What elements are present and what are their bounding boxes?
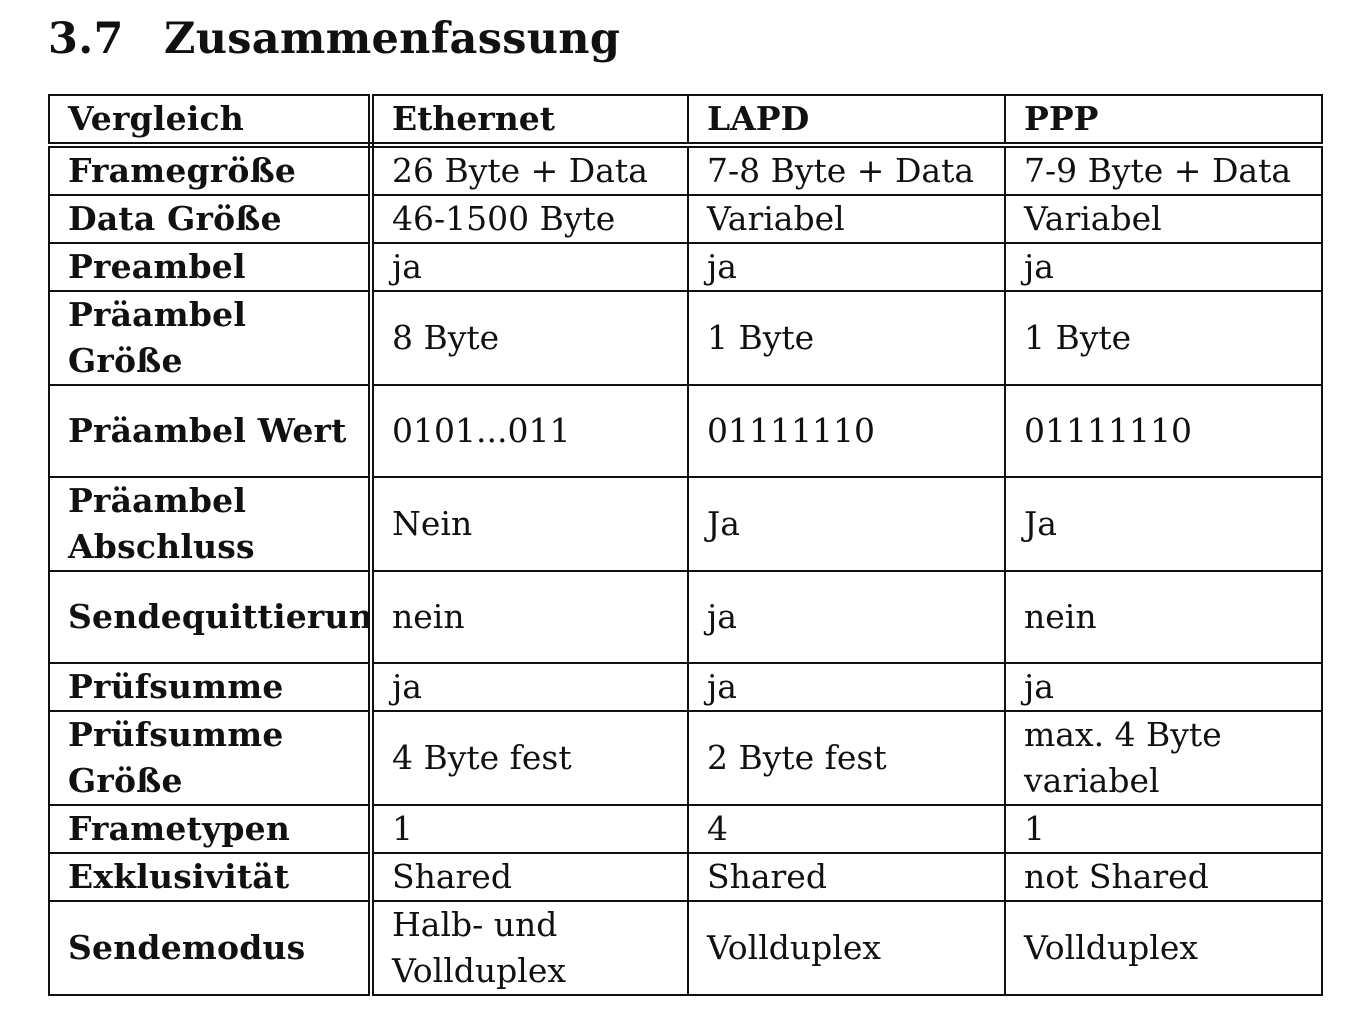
comparison-table: Vergleich Ethernet LAPD PPP Framegröße 2… (48, 94, 1323, 996)
header-cell-lapd: LAPD (688, 95, 1005, 145)
row-label: Präambel Größe (49, 291, 371, 385)
header-cell-ppp: PPP (1005, 95, 1322, 145)
cell-lapd: Shared (688, 853, 1005, 901)
table-row: Framegröße 26 Byte + Data 7-8 Byte + Dat… (49, 145, 1322, 195)
cell-ppp: 01111110 (1005, 385, 1322, 477)
cell-ethernet: 0101...011 (371, 385, 688, 477)
table-row: Exklusivität Shared Shared not Shared (49, 853, 1322, 901)
section-title: Zusammenfassung (164, 14, 620, 64)
table-row: Preambel ja ja ja (49, 243, 1322, 291)
cell-lapd: ja (688, 663, 1005, 711)
cell-ethernet: ja (371, 243, 688, 291)
table-header-row: Vergleich Ethernet LAPD PPP (49, 95, 1322, 145)
row-label: Sendemodus (49, 901, 371, 995)
cell-lapd: Vollduplex (688, 901, 1005, 995)
cell-lapd: 7-8 Byte + Data (688, 145, 1005, 195)
cell-ppp: ja (1005, 663, 1322, 711)
cell-ppp: Ja (1005, 477, 1322, 571)
header-cell-vergleich: Vergleich (49, 95, 371, 145)
cell-ppp: 1 (1005, 805, 1322, 853)
cell-lapd: ja (688, 243, 1005, 291)
table-row: Präambel Größe 8 Byte 1 Byte 1 Byte (49, 291, 1322, 385)
cell-ppp: 7-9 Byte + Data (1005, 145, 1322, 195)
cell-ethernet: 4 Byte fest (371, 711, 688, 805)
cell-lapd: 2 Byte fest (688, 711, 1005, 805)
table-row: Prüfsumme ja ja ja (49, 663, 1322, 711)
cell-lapd: Ja (688, 477, 1005, 571)
row-label: Data Größe (49, 195, 371, 243)
cell-lapd: 01111110 (688, 385, 1005, 477)
cell-ethernet: Shared (371, 853, 688, 901)
cell-ppp: max. 4 Byte variabel (1005, 711, 1322, 805)
header-cell-ethernet: Ethernet (371, 95, 688, 145)
cell-ppp: not Shared (1005, 853, 1322, 901)
cell-ethernet: Halb- und Vollduplex (371, 901, 688, 995)
table-row: Data Größe 46-1500 Byte Variabel Variabe… (49, 195, 1322, 243)
cell-ethernet: ja (371, 663, 688, 711)
cell-ppp: Variabel (1005, 195, 1322, 243)
row-label: Sendequittierung (49, 571, 371, 663)
section-number: 3.7 (48, 14, 164, 64)
row-label: Frametypen (49, 805, 371, 853)
table-row: Frametypen 1 4 1 (49, 805, 1322, 853)
cell-ppp: ja (1005, 243, 1322, 291)
cell-ethernet: nein (371, 571, 688, 663)
cell-lapd: 1 Byte (688, 291, 1005, 385)
cell-ppp: nein (1005, 571, 1322, 663)
table-row: Prüfsumme Größe 4 Byte fest 2 Byte fest … (49, 711, 1322, 805)
cell-ppp: Vollduplex (1005, 901, 1322, 995)
row-label: Präambel Abschluss (49, 477, 371, 571)
table-row: Sendemodus Halb- und Vollduplex Volldupl… (49, 901, 1322, 995)
cell-ethernet: 26 Byte + Data (371, 145, 688, 195)
table-row: Präambel Wert 0101...011 01111110 011111… (49, 385, 1322, 477)
row-label: Preambel (49, 243, 371, 291)
row-label: Exklusivität (49, 853, 371, 901)
cell-ethernet: Nein (371, 477, 688, 571)
cell-ethernet: 8 Byte (371, 291, 688, 385)
section-heading: 3.7 Zusammenfassung (48, 14, 620, 64)
cell-ethernet: 1 (371, 805, 688, 853)
cell-lapd: ja (688, 571, 1005, 663)
row-label: Framegröße (49, 145, 371, 195)
cell-lapd: 4 (688, 805, 1005, 853)
table-row: Sendequittierung nein ja nein (49, 571, 1322, 663)
cell-lapd: Variabel (688, 195, 1005, 243)
row-label: Prüfsumme (49, 663, 371, 711)
table-row: Präambel Abschluss Nein Ja Ja (49, 477, 1322, 571)
row-label: Präambel Wert (49, 385, 371, 477)
cell-ppp: 1 Byte (1005, 291, 1322, 385)
cell-ethernet: 46-1500 Byte (371, 195, 688, 243)
row-label: Prüfsumme Größe (49, 711, 371, 805)
